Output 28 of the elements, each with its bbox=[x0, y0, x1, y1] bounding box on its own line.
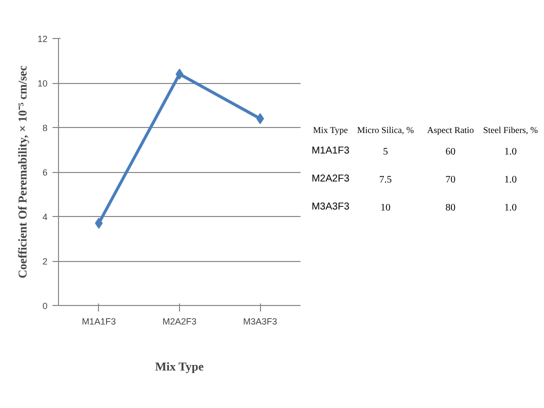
y-axis-title: Coefficient Of Peremability, × 10⁻⁵ cm/sec bbox=[15, 64, 30, 278]
y-tick-label: 12 bbox=[37, 34, 48, 44]
text: Steel Fibers, % bbox=[483, 125, 538, 136]
text: 10 bbox=[380, 202, 390, 214]
y-tick-label: 0 bbox=[42, 301, 48, 311]
text: Mix Type bbox=[312, 125, 348, 136]
text: M2A2F3 bbox=[312, 174, 350, 185]
text: 60 bbox=[446, 146, 456, 158]
x-axis-title: Mix Type bbox=[155, 360, 204, 374]
text: 5 bbox=[383, 146, 388, 158]
x-tick-label: M1A1F3 bbox=[82, 316, 116, 326]
y-tick-label: 2 bbox=[42, 256, 48, 266]
text: 1.0 bbox=[504, 146, 517, 158]
y-tick-label: 10 bbox=[37, 78, 48, 88]
text: 70 bbox=[446, 174, 456, 186]
text: Micro Silica, % bbox=[357, 125, 414, 136]
text: M1A1F3 bbox=[312, 146, 350, 157]
text: 1.0 bbox=[504, 202, 517, 214]
text: 80 bbox=[446, 202, 456, 214]
y-tick-label: 6 bbox=[42, 168, 48, 178]
x-tick-label: M3A3F3 bbox=[243, 316, 278, 326]
text: Aspect Ratio bbox=[427, 125, 474, 136]
text: 1.0 bbox=[504, 174, 517, 186]
text: 7.5 bbox=[379, 174, 392, 186]
text: M3A3F3 bbox=[312, 202, 350, 213]
x-tick-label: M2A2F3 bbox=[162, 316, 197, 326]
y-tick-label: 8 bbox=[42, 123, 48, 133]
y-tick-label: 4 bbox=[42, 212, 48, 222]
